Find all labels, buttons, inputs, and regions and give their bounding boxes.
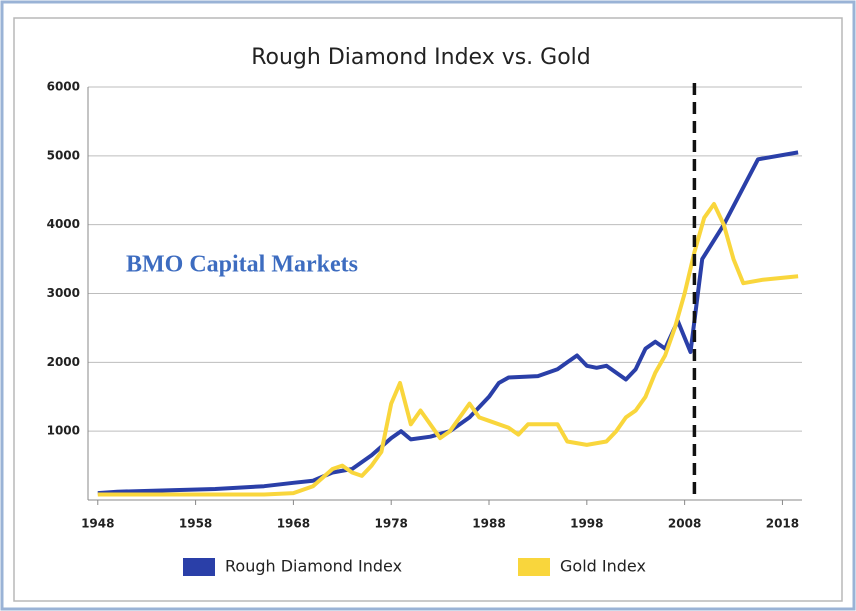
legend-label: Rough Diamond Index bbox=[225, 557, 402, 576]
annotation: BMO Capital Markets bbox=[126, 252, 358, 278]
y-tick-label: 3000 bbox=[47, 286, 80, 300]
legend-swatch bbox=[183, 558, 215, 576]
x-tick-label: 2008 bbox=[668, 517, 701, 531]
y-tick-label: 5000 bbox=[47, 148, 80, 162]
chart-title: Rough Diamond Index vs. Gold bbox=[251, 45, 591, 70]
x-tick-label: 1958 bbox=[179, 517, 212, 531]
x-tick-label: 1988 bbox=[472, 517, 505, 531]
legend-swatch bbox=[518, 558, 550, 576]
x-tick-label: 1948 bbox=[81, 517, 114, 531]
legend-label: Gold Index bbox=[560, 557, 646, 576]
series-line bbox=[97, 202, 799, 497]
series-line bbox=[97, 150, 799, 496]
x-tick-label: 1968 bbox=[277, 517, 310, 531]
inner-frame bbox=[13, 17, 843, 602]
y-tick-label: 2000 bbox=[47, 355, 80, 369]
x-tick-label: 1998 bbox=[570, 517, 603, 531]
y-tick-label: 4000 bbox=[47, 217, 80, 231]
x-tick-label: 1978 bbox=[375, 517, 408, 531]
y-tick-label: 6000 bbox=[47, 80, 80, 94]
x-tick-label: 2018 bbox=[766, 517, 799, 531]
y-tick-label: 1000 bbox=[47, 424, 80, 438]
